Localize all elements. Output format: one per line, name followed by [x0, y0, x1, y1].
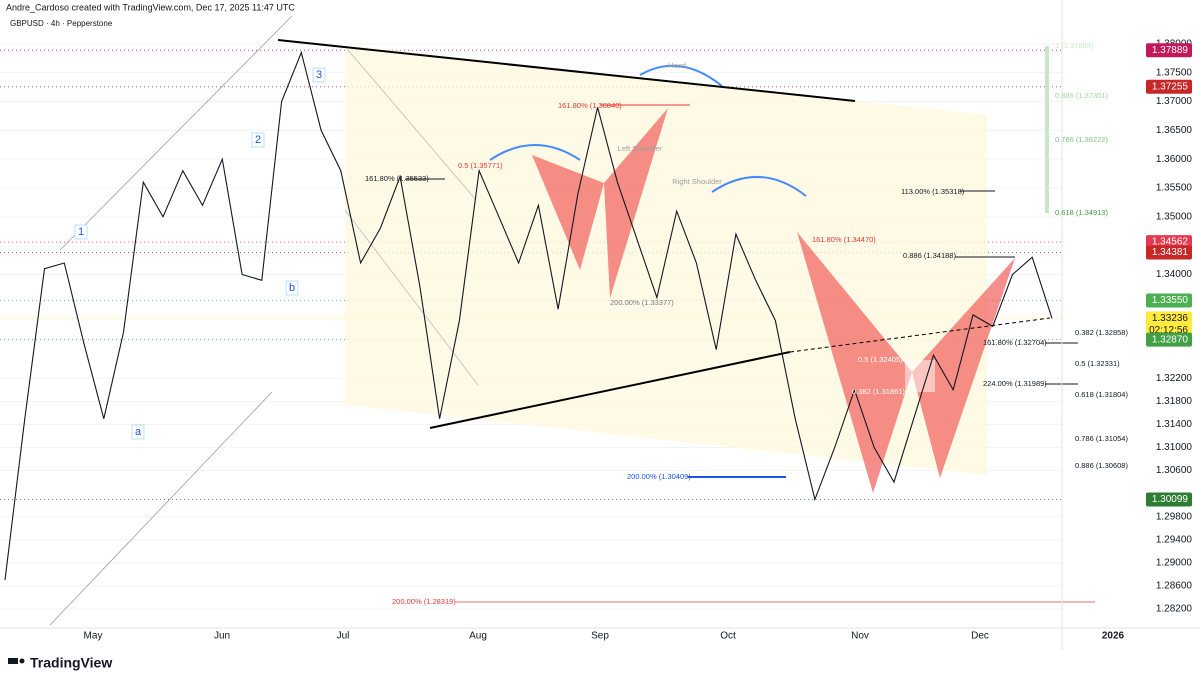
price-tag-label: 1.32870: [1152, 334, 1189, 345]
trend-line: [59, 15, 293, 251]
price-tag: [1146, 332, 1192, 347]
annotation: Head: [668, 61, 686, 70]
harmonic-pattern: [532, 155, 604, 270]
annotation: Right Shoulder: [672, 177, 722, 186]
annotation: 161.80% (1.32704): [983, 338, 1047, 347]
trend-line: [49, 391, 273, 626]
price-tag-label: 1.30099: [1152, 494, 1189, 505]
y-tick-label: 1.36500: [1156, 125, 1193, 136]
annotation: 0.618 (1.31804): [1075, 390, 1128, 399]
y-tick-label: 1.29000: [1156, 557, 1193, 568]
y-tick-label: 1.37000: [1156, 96, 1193, 107]
annotation: 161.80% (1.36840): [558, 101, 622, 110]
wave-label: 2: [255, 134, 261, 146]
x-tick-label: Nov: [851, 631, 869, 642]
price-tag-label: 1.33236: [1152, 313, 1189, 324]
annotation: 0.382 (1.31861): [852, 387, 905, 396]
trend-line: [789, 317, 1051, 353]
x-tick-label: 2026: [1102, 631, 1125, 642]
countdown: 02:12:56: [1149, 325, 1188, 336]
y-tick-label: 1.31400: [1156, 419, 1193, 430]
y-tick-label: 1.37500: [1156, 67, 1193, 78]
shoulder-arc: [711, 175, 807, 197]
harmonic-pattern: [604, 108, 668, 298]
brand-logo: [8, 658, 25, 664]
trend-line: [347, 49, 477, 201]
y-tick-label: 1.35500: [1156, 183, 1193, 194]
wave-label-box: [251, 132, 265, 148]
y-tick-label: 1.28200: [1156, 604, 1193, 615]
wave-label-box: [285, 280, 299, 296]
price-tag-label: 1.34562: [1152, 237, 1189, 248]
annotation: 200.00% (1.30409): [627, 472, 691, 481]
annotation: 0.5 (1.32405): [858, 355, 903, 364]
x-tick-label: Jul: [337, 631, 350, 642]
annotation: 113.00% (1.35318): [901, 187, 965, 196]
annotation: 0.618 (1.34913): [1055, 208, 1108, 217]
x-tick-label: Dec: [971, 631, 989, 642]
symbol: GBPUSD · 4h · Pepperstone: [10, 19, 113, 28]
y-tick-label: 1.29800: [1156, 511, 1193, 522]
harmonic-pattern: [797, 232, 912, 493]
wave-label-box: [131, 424, 145, 440]
wave-label: 3: [316, 69, 322, 81]
price-tag: [1146, 492, 1192, 507]
x-tick-label: May: [84, 631, 103, 642]
annotation: 200.00% (1.33377): [610, 298, 674, 307]
annotation: Left Shoulder: [618, 144, 663, 153]
x-tick-label: Jun: [214, 631, 230, 642]
annotation: 0.886 (1.34188): [903, 251, 956, 260]
price-tag-label: 1.33550: [1152, 295, 1189, 306]
price-tag: [1146, 311, 1192, 338]
annotation: 161.80% (1.34470): [812, 235, 876, 244]
y-tick-label: 1.28600: [1156, 581, 1193, 592]
annotation: 161.80% (1.35533): [365, 174, 429, 183]
wave-label-box: [74, 224, 88, 240]
price-tag: [1146, 293, 1192, 308]
annotation: 224.00% (1.31989): [983, 379, 1047, 388]
annotation: 0.886 (1.37301): [1055, 91, 1108, 100]
price-line: [4, 50, 1053, 581]
price-tag-label: 1.37889: [1152, 45, 1189, 56]
x-tick-label: Oct: [720, 631, 736, 642]
trend-line: [344, 209, 479, 386]
trend-line: [429, 351, 791, 429]
harmonic-pattern: [912, 258, 1015, 478]
price-tag: [1146, 245, 1192, 260]
y-tick-label: 1.32200: [1156, 373, 1193, 384]
wave-label-box: [312, 67, 326, 83]
brand: TradingView: [30, 655, 112, 671]
wave-label: a: [135, 426, 142, 438]
y-tick-label: 1.35000: [1156, 211, 1193, 222]
price-tag: [1146, 43, 1192, 58]
annotation: 200.00% (1.28319): [392, 597, 456, 606]
head-arc: [639, 64, 723, 87]
annotation: 0.5 (1.32331): [1075, 359, 1120, 368]
x-tick-label: Sep: [591, 631, 609, 642]
annotation: 0.786 (1.36222): [1055, 135, 1108, 144]
trend-line: [277, 39, 856, 102]
wave-label: b: [289, 282, 295, 294]
y-tick-label: 1.31000: [1156, 442, 1193, 453]
price-tag: [1146, 79, 1192, 94]
shoulder-arc: [489, 144, 581, 161]
annotation: 0.382 (1.32858): [1075, 328, 1128, 337]
price-tag-label: 1.34381: [1152, 247, 1189, 258]
annotation: 0.786 (1.31054): [1075, 434, 1128, 443]
y-tick-label: 1.36000: [1156, 154, 1193, 165]
y-tick-label: 1.29400: [1156, 534, 1193, 545]
annotation: 0.886 (1.30608): [1075, 461, 1128, 470]
annotation: 1 (1.37889): [1055, 41, 1094, 50]
price-tag-label: 1.37255: [1152, 81, 1189, 92]
x-tick-label: Aug: [469, 631, 487, 642]
annotation: 0.5 (1.35771): [458, 161, 503, 170]
wave-label: 1: [78, 226, 84, 238]
y-tick-label: 1.30600: [1156, 465, 1193, 476]
y-tick-label: 1.31800: [1156, 396, 1193, 407]
attribution: Andre_Cardoso created with TradingView.c…: [6, 2, 295, 12]
y-tick-label: 1.34000: [1156, 269, 1193, 280]
